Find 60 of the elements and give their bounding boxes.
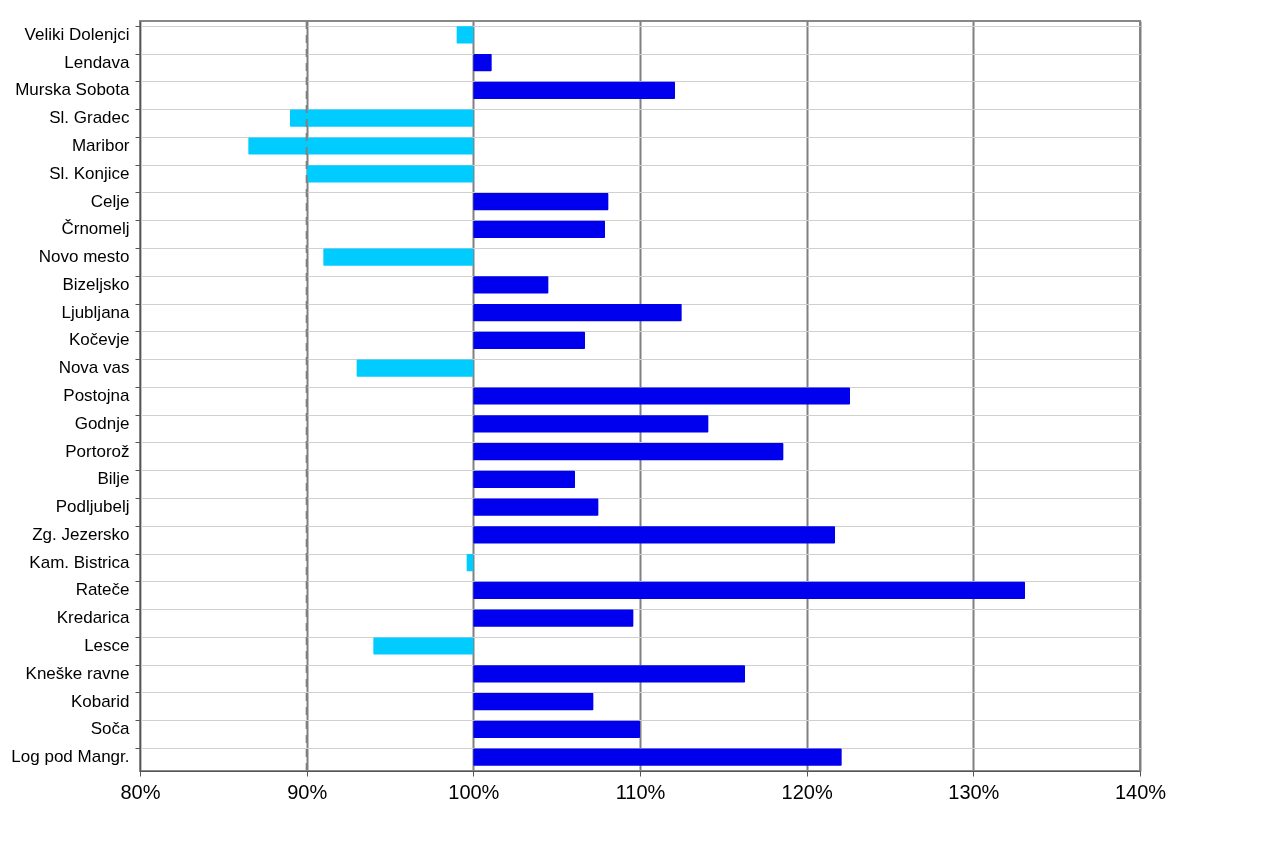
y-tick-label: Postojna: [63, 386, 131, 405]
bar: [473, 470, 575, 488]
bar: [473, 54, 492, 72]
y-tick-label: Bilje: [97, 469, 130, 489]
bar: [473, 692, 594, 711]
bar: [473, 192, 609, 211]
bar: [473, 81, 675, 100]
bar: [473, 581, 1025, 600]
bar: [473, 304, 682, 322]
y-tick-label: Rateče: [75, 580, 130, 600]
bar: [473, 276, 549, 294]
bar: [473, 526, 835, 544]
y-tick-label: Kneške ravne: [25, 663, 130, 683]
y-tick-label: Maribor: [71, 136, 130, 155]
bar: [473, 665, 745, 683]
y-tick-label: Sl. Gradec: [49, 108, 130, 128]
bar: [473, 720, 640, 738]
y-tick-label: Kredarica: [56, 608, 131, 628]
bar: [248, 137, 474, 155]
bar: [290, 109, 474, 127]
bar: [473, 220, 605, 238]
y-tick-label: Murska Sobota: [15, 80, 131, 100]
y-tick-label: Zg. Jezersko: [32, 524, 130, 544]
x-tick-label: 140%: [1114, 780, 1167, 803]
x-tick-label: 80%: [120, 780, 161, 803]
x-tick-label: 110%: [615, 780, 666, 803]
y-tick-label: Log pod Mangr.: [11, 747, 130, 767]
bar: [373, 637, 474, 655]
x-tick-label: 130%: [948, 780, 1000, 803]
y-tick-label: Soča: [90, 719, 131, 739]
y-tick-label: Podljubelj: [55, 497, 130, 517]
bar: [473, 331, 585, 350]
y-tick-label: Lesce: [84, 636, 130, 655]
bar: [473, 387, 850, 405]
y-tick-label: Kobarid: [70, 691, 130, 711]
y-tick-label: Sl. Konjice: [49, 163, 130, 183]
y-tick-label: Črnomelj: [61, 219, 130, 239]
y-tick-label: Celje: [90, 191, 130, 211]
y-tick-label: Kočevje: [69, 330, 130, 350]
bar: [306, 165, 474, 183]
bar: [473, 498, 599, 516]
y-tick-label: Novo mesto: [38, 247, 130, 267]
y-tick-label: Lendava: [64, 52, 131, 72]
bar: [323, 248, 474, 266]
x-tick-label: 100%: [448, 780, 500, 803]
bar: [473, 415, 709, 433]
bar: [356, 359, 474, 377]
bar: [473, 609, 634, 627]
y-tick-label: Ljubljana: [61, 302, 131, 322]
y-tick-label: Portorož: [65, 441, 130, 461]
bar: [473, 442, 784, 461]
bar: [456, 26, 474, 44]
y-tick-label: Bizeljsko: [62, 274, 130, 294]
y-tick-label: Veliki Dolenjci: [24, 24, 130, 44]
y-tick-label: Nova vas: [58, 358, 130, 378]
bar: [473, 748, 842, 766]
x-tick-label: 120%: [781, 780, 833, 803]
y-tick-label: Kam. Bistrica: [29, 552, 131, 572]
y-tick-label: Godnje: [74, 413, 130, 433]
x-tick-label: 90%: [287, 780, 328, 803]
